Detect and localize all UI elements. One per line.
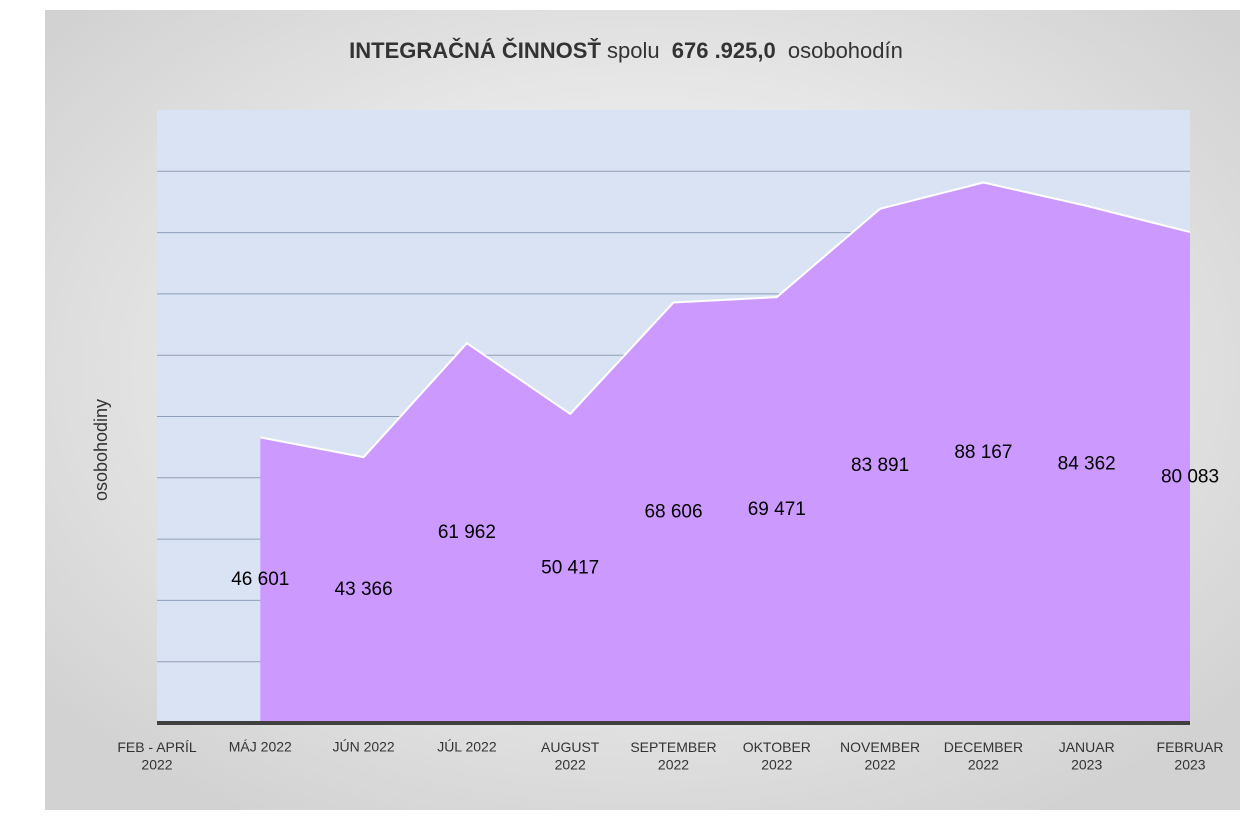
area <box>260 182 1190 724</box>
data-label: 83 891 <box>851 455 909 476</box>
x-tick-label: JÚL 2022 <box>437 739 497 755</box>
data-label: 43 366 <box>335 579 393 600</box>
title-part: 676 .925,0 <box>672 38 776 63</box>
data-label: 69 471 <box>748 499 806 520</box>
data-label: 61 962 <box>438 522 496 543</box>
x-tick-label: NOVEMBER 2022 <box>840 739 920 773</box>
x-tick-label: JANUAR 2023 <box>1059 739 1115 773</box>
x-tick-label: DECEMBER 2022 <box>944 739 1023 773</box>
x-tick-label: SEPTEMBER 2022 <box>630 739 716 773</box>
title-part: osobohodín <box>788 38 903 63</box>
area-edge <box>260 181 1191 459</box>
data-label: 84 362 <box>1058 453 1116 474</box>
data-label: 46 601 <box>231 569 289 590</box>
data-label: 80 083 <box>1161 467 1219 488</box>
y-axis-label: osobohodiny <box>91 399 111 501</box>
x-tick-label: OKTOBER 2022 <box>743 739 811 773</box>
title-part: INTEGRAČNÁ ČINNOSŤ <box>349 38 601 63</box>
x-tick-label: FEBRUAR 2023 <box>1157 739 1224 773</box>
x-tick-label: FEB - APRÍL 2022 <box>117 739 197 773</box>
x-tick-label: AUGUST 2022 <box>541 739 600 773</box>
x-tick-label: JÚN 2022 <box>332 739 394 755</box>
data-label: 50 417 <box>541 557 599 578</box>
chart-title: INTEGRAČNÁ ČINNOSŤ spolu 676 .925,0 osob… <box>349 38 903 63</box>
title-part: spolu <box>607 38 660 63</box>
x-tick-label: MÁJ 2022 <box>229 739 292 755</box>
data-label: 68 606 <box>644 502 702 523</box>
data-label: 88 167 <box>954 442 1012 463</box>
